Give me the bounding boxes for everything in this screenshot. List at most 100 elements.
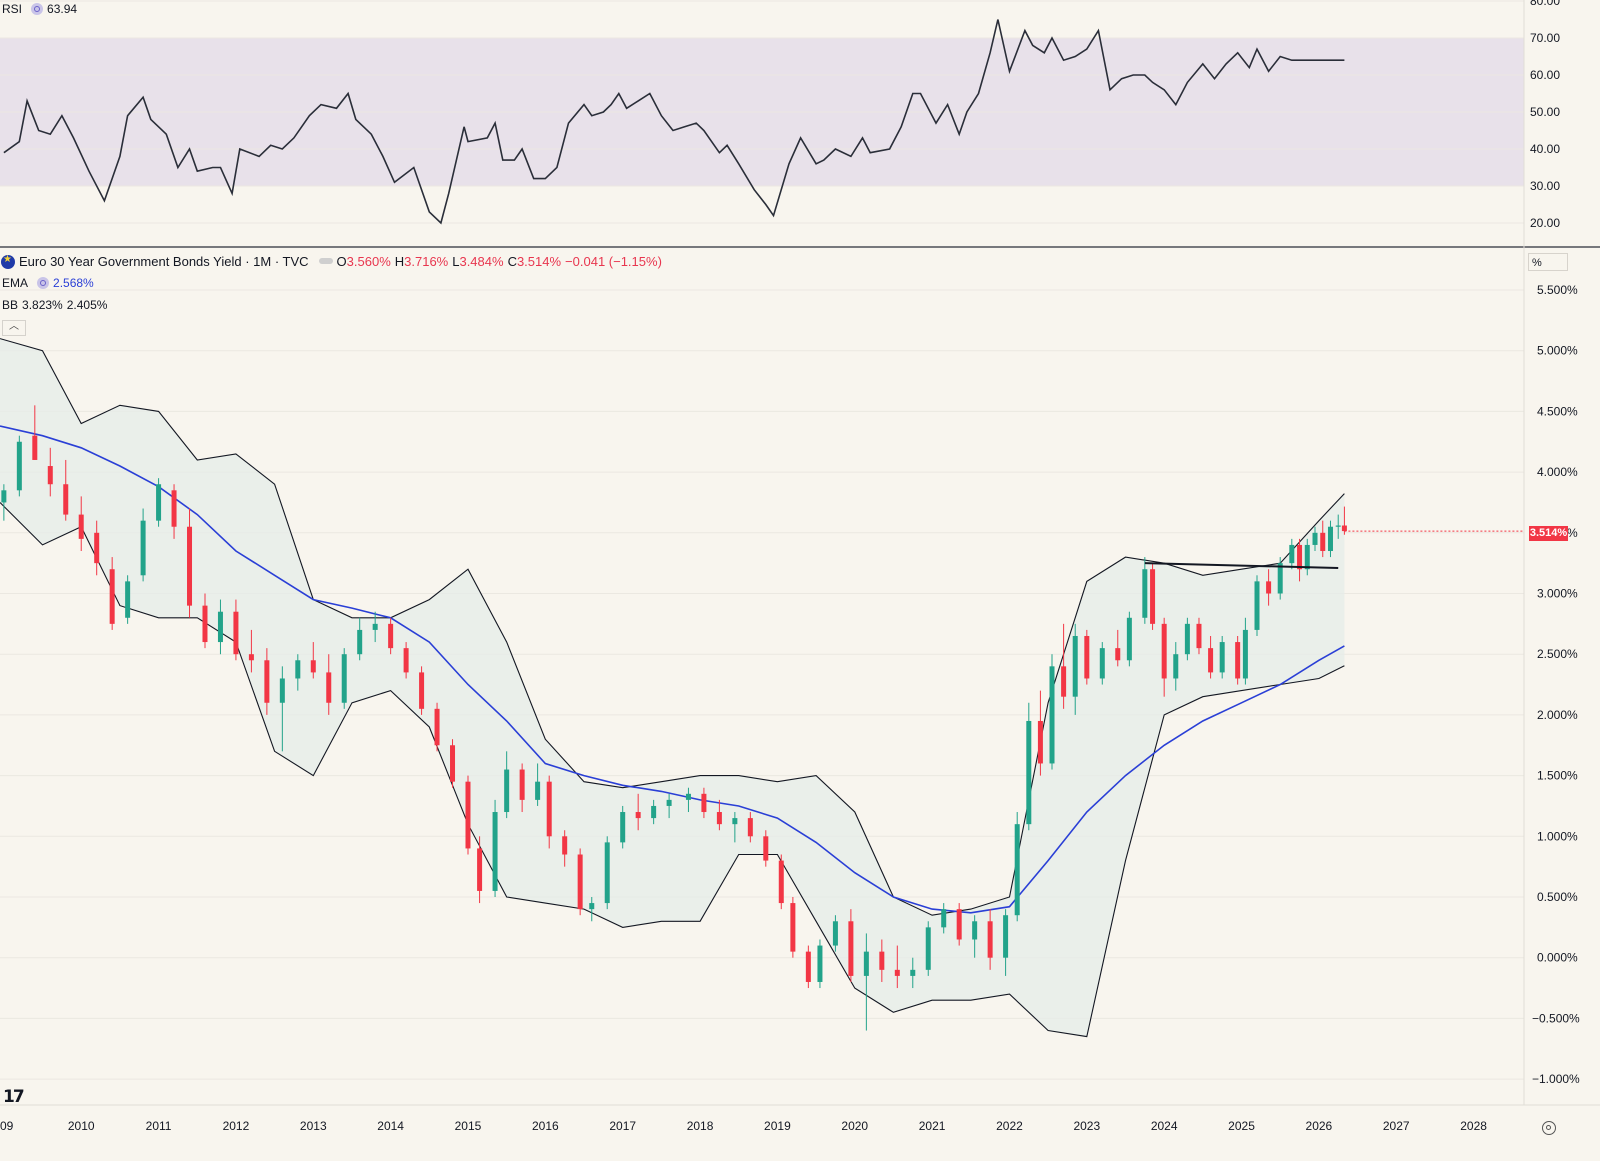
candle-down <box>778 860 784 904</box>
candle-down <box>477 848 483 891</box>
time-tick-label: 2019 <box>764 1119 791 1133</box>
candle-up <box>1327 526 1333 552</box>
candle-down <box>326 672 332 703</box>
time-tick-label: 2026 <box>1306 1119 1333 1133</box>
candle-up <box>1003 915 1009 958</box>
candle-up <box>1335 525 1341 527</box>
price-tick-label: −0.500% <box>1532 1011 1580 1025</box>
candle-up <box>604 842 610 904</box>
time-tick-label: 2027 <box>1383 1119 1410 1133</box>
rsi-legend[interactable]: RSI 63.94 <box>2 2 81 16</box>
time-tick-label: 2015 <box>455 1119 482 1133</box>
candle-up <box>217 611 223 643</box>
time-tick-label: 2016 <box>532 1119 559 1133</box>
eye-icon[interactable] <box>31 3 44 15</box>
candle-up <box>535 781 541 800</box>
candle-down <box>1084 635 1090 679</box>
rsi-pane[interactable] <box>0 0 1524 225</box>
candle-up <box>140 520 146 576</box>
time-tick-label: 2020 <box>841 1119 868 1133</box>
time-tick-label: 2028 <box>1460 1119 1487 1133</box>
time-tick-label: 2012 <box>223 1119 250 1133</box>
candle-up <box>1254 581 1260 630</box>
bb-legend[interactable]: BB 3.823% 2.405% <box>2 298 111 312</box>
candle-down <box>1061 666 1067 697</box>
gear-icon[interactable] <box>1542 1121 1556 1135</box>
candle-up <box>925 927 931 970</box>
candle-down <box>701 793 707 813</box>
rsi-tick-label: 20.00 <box>1530 216 1560 230</box>
price-tick-label: 0.000% <box>1537 951 1578 965</box>
candle-down <box>848 921 854 976</box>
candle-up <box>1277 563 1283 594</box>
candle-down <box>805 951 811 982</box>
ema-legend[interactable]: EMA 2.568% <box>2 276 98 290</box>
candle-down <box>1037 720 1043 764</box>
candle-down <box>1196 623 1202 649</box>
eye-icon[interactable] <box>37 277 50 289</box>
candle-up <box>1 490 7 503</box>
candle-down <box>248 654 254 661</box>
price-tick-label: 3.000% <box>1537 587 1578 601</box>
candle-up <box>1304 544 1310 570</box>
candle-up <box>1099 648 1105 679</box>
ema-label: EMA <box>2 276 29 290</box>
candle-down <box>1115 648 1121 661</box>
rsi-tick-label: 30.00 <box>1530 179 1560 193</box>
eu-flag-icon <box>1 254 15 269</box>
price-tick-label: 5.500% <box>1537 283 1578 297</box>
ema-value: 2.568% <box>53 276 94 290</box>
candle-up <box>972 921 978 940</box>
candle-down <box>388 623 394 649</box>
candle-up <box>732 818 738 825</box>
tradingview-logo[interactable]: 17 <box>3 1087 25 1107</box>
visibility-toggle-icon[interactable] <box>318 258 333 264</box>
candle-down <box>1150 569 1156 624</box>
candle-down <box>450 745 456 782</box>
rsi-label: RSI <box>2 2 23 16</box>
candle-up <box>1312 532 1318 545</box>
rsi-tick-label: 70.00 <box>1530 31 1560 45</box>
candle-up <box>832 921 838 946</box>
unit-selector[interactable]: % <box>1528 253 1568 271</box>
time-tick-label: 2022 <box>996 1119 1023 1133</box>
candle-down <box>1161 623 1167 679</box>
candle-down <box>879 951 885 970</box>
low-value: 3.484% <box>459 254 504 269</box>
candle-up <box>279 678 285 703</box>
candle-down <box>310 660 316 673</box>
rsi-tick-label: 50.00 <box>1530 105 1560 119</box>
candle-up <box>1072 635 1078 697</box>
time-tick-label: 2010 <box>68 1119 95 1133</box>
candle-down <box>1341 525 1347 532</box>
candle-up <box>666 799 672 806</box>
price-pane[interactable] <box>0 289 1524 1080</box>
candle-down <box>1297 544 1303 570</box>
last-price-tag: 3.514% <box>1529 526 1568 541</box>
candle-up <box>156 484 162 521</box>
candle-down <box>63 484 69 515</box>
price-tick-label: 0.500% <box>1537 890 1578 904</box>
candle-down <box>32 435 38 460</box>
symbol-title[interactable]: Euro 30 Year Government Bonds Yield · 1M… <box>19 254 309 269</box>
low-label: L <box>452 254 460 269</box>
symbol-legend[interactable]: Euro 30 Year Government Bonds Yield · 1M… <box>1 254 666 269</box>
bb-upper-value: 3.823% <box>22 298 63 312</box>
candle-down <box>790 903 796 952</box>
candle-up <box>1242 629 1248 679</box>
candle-up <box>1173 654 1179 679</box>
ema-line <box>0 425 1345 914</box>
candle-up <box>492 812 498 891</box>
candle-up <box>685 793 691 800</box>
candle-down <box>47 466 53 485</box>
price-tick-label: 2.500% <box>1537 647 1578 661</box>
rsi-tick-label: 60.00 <box>1530 68 1560 82</box>
candle-down <box>187 526 193 606</box>
chevron-up-icon[interactable]: ︿ <box>2 320 26 336</box>
resistance-trendline <box>1144 562 1339 570</box>
candle-down <box>202 605 208 643</box>
candle-up <box>1014 824 1020 916</box>
candle-up <box>1126 617 1132 661</box>
candle-down <box>109 569 115 624</box>
candle-up <box>341 654 347 703</box>
